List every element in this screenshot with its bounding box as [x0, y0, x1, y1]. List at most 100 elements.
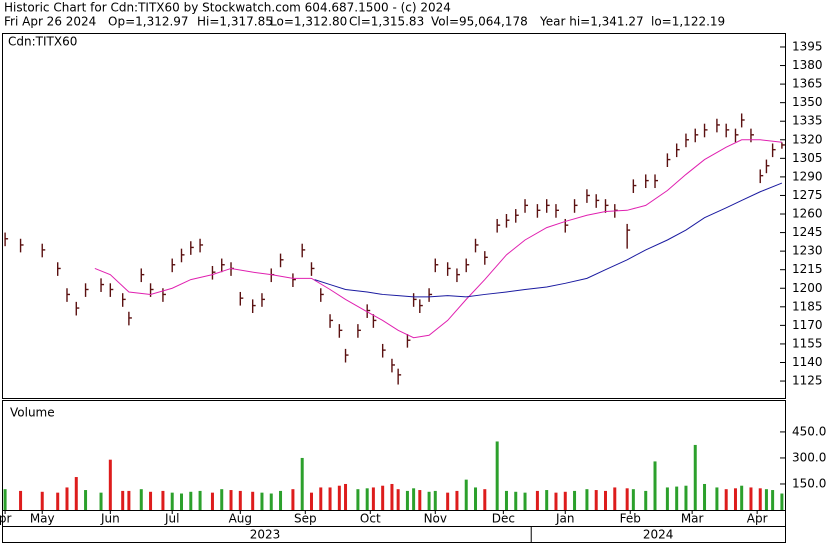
x-tick-label: Aug — [229, 512, 252, 526]
volume-tick-label: 450.0 — [792, 424, 826, 438]
y-tick-label: 1245 — [792, 225, 823, 239]
volume-bar — [464, 479, 468, 510]
volume-bar — [483, 489, 487, 510]
x-tick-label: Jan — [555, 512, 575, 526]
volume-bar — [764, 489, 768, 510]
volume-bar — [474, 487, 478, 510]
volume-bar — [121, 490, 125, 510]
year-label: 2024 — [643, 528, 674, 542]
volume-bar — [56, 492, 60, 510]
volume-bar — [427, 491, 431, 510]
y-tick-label: 1320 — [792, 132, 823, 146]
header-field: Op=1,312.97 — [108, 15, 189, 29]
x-tick-label: Sep — [294, 512, 317, 526]
x-tick-label: Apr — [747, 512, 768, 526]
volume-bar — [455, 490, 459, 510]
volume-bar — [108, 459, 112, 510]
y-tick-label: 1380 — [792, 58, 823, 72]
volume-bar — [99, 492, 103, 510]
volume-bar — [371, 487, 375, 510]
volume-bar — [251, 491, 255, 510]
header-title: Historic Chart for Cdn:TITX60 by Stockwa… — [4, 1, 451, 15]
y-tick-label: 1350 — [792, 95, 823, 109]
volume-bar — [412, 488, 416, 510]
volume-bar — [40, 491, 44, 510]
volume-bar — [390, 483, 394, 510]
volume-bar — [279, 490, 283, 510]
volume-bar — [337, 485, 341, 510]
volume-tick-label: 150.0 — [792, 476, 826, 490]
volume-bar — [504, 490, 508, 510]
volume-bar — [291, 489, 295, 510]
volume-bar — [381, 485, 385, 510]
volume-bar — [733, 488, 737, 510]
y-tick-label: 1395 — [792, 39, 823, 53]
y-tick-label: 1185 — [792, 299, 823, 313]
volume-bar — [319, 487, 323, 510]
header-field: lo=1,122.19 — [651, 15, 725, 29]
volume-bar — [693, 444, 697, 510]
volume-bar — [344, 483, 348, 510]
y-tick-label: 1215 — [792, 262, 823, 276]
volume-bar — [724, 489, 728, 510]
x-tick-label: Jul — [164, 512, 179, 526]
volume-bar — [365, 488, 369, 510]
x-tick-label: Mar — [681, 512, 704, 526]
y-tick-label: 1230 — [792, 244, 823, 258]
volume-bar — [418, 490, 422, 510]
volume-bar — [328, 487, 332, 510]
volume-tick-label: 300.0 — [792, 450, 826, 464]
volume-bar — [758, 488, 762, 510]
y-tick-label: 1200 — [792, 281, 823, 295]
volume-bar — [189, 491, 193, 510]
volume-bar — [229, 490, 233, 510]
volume-bar — [65, 487, 69, 510]
volume-label: Volume — [10, 406, 55, 420]
x-tick-label: Oct — [360, 512, 381, 526]
volume-bar — [585, 489, 589, 510]
header-field: Hi=1,317.85 — [197, 15, 273, 29]
symbol-label: Cdn:TITX60 — [8, 35, 77, 49]
volume-bar — [535, 490, 539, 510]
volume-bar — [715, 487, 719, 510]
volume-bar — [675, 486, 679, 510]
volume-bar — [771, 490, 775, 510]
volume-bar — [127, 490, 131, 510]
volume-bar — [495, 441, 499, 510]
volume-bar — [684, 485, 688, 510]
header-field: Lo=1,312.80 — [270, 15, 347, 29]
x-tick-label: Feb — [620, 512, 641, 526]
header-field: Fri Apr 26 2024 — [4, 15, 96, 29]
y-tick-label: 1335 — [792, 114, 823, 128]
volume-bar — [260, 492, 264, 510]
volume-bar — [594, 490, 598, 510]
header-field: Cl=1,315.83 — [349, 15, 424, 29]
volume-bar — [180, 493, 184, 510]
volume-bar — [139, 489, 143, 510]
volume-bar — [238, 490, 242, 510]
header-field: Vol=95,064,178 — [431, 15, 528, 29]
volume-bar — [19, 490, 23, 510]
x-tick-label: Jun — [100, 512, 120, 526]
y-tick-label: 1290 — [792, 169, 823, 183]
volume-bar — [149, 491, 153, 510]
volume-bar — [613, 487, 617, 510]
x-tick-label: Dec — [492, 512, 515, 526]
x-tick-label: pr — [0, 512, 11, 526]
y-tick-label: 1365 — [792, 77, 823, 91]
volume-bar — [161, 490, 165, 510]
volume-bar — [554, 492, 558, 510]
volume-bar — [433, 490, 437, 510]
volume-bar — [653, 461, 657, 510]
header-field: Year hi=1,341.27 — [539, 15, 644, 29]
volume-bar — [3, 489, 7, 510]
moving-average — [94, 139, 782, 339]
volume-bar — [740, 485, 744, 510]
volume-bar — [665, 487, 669, 510]
y-tick-label: 1140 — [792, 355, 823, 369]
volume-bar — [74, 477, 78, 510]
volume-bar — [356, 489, 360, 510]
volume-bar — [210, 492, 214, 510]
